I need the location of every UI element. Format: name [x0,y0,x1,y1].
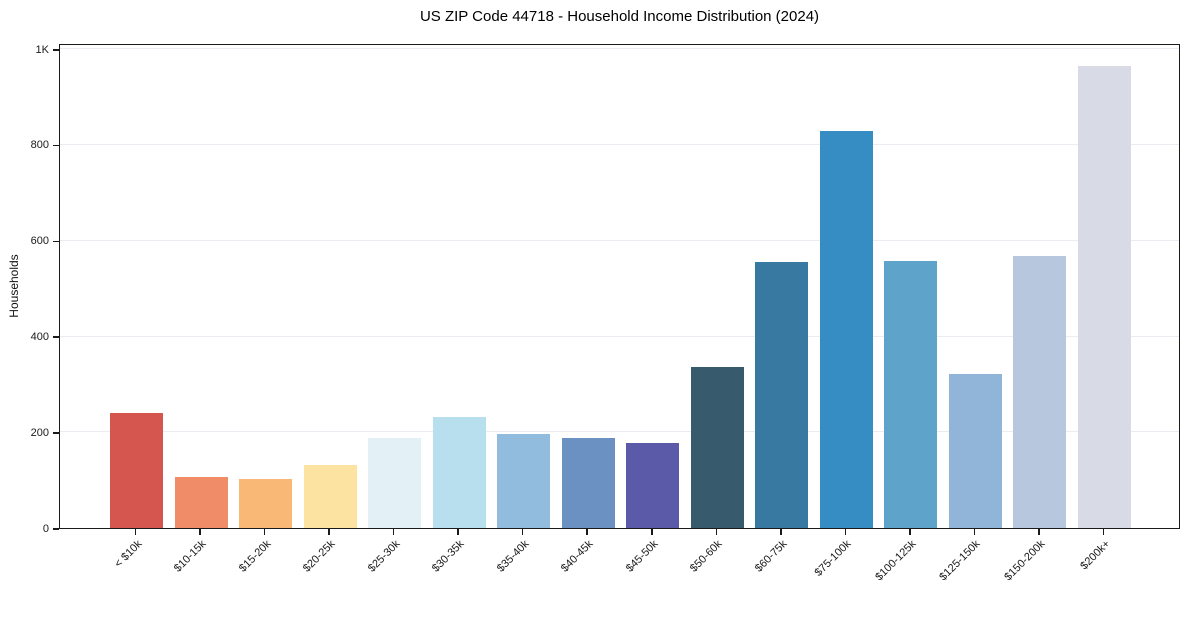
bar [1078,66,1131,528]
x-tick-mark [1038,529,1040,535]
x-tick-mark [392,529,395,535]
bar [303,465,357,528]
gridline [60,335,1179,337]
y-tick-label: 200 [30,426,49,439]
x-tick-mark [586,529,588,535]
bar [884,260,938,528]
x-tick-mark [715,529,718,535]
bar [626,443,680,528]
plot-area [59,44,1180,529]
y-tick-label: 800 [30,139,49,152]
x-tick-mark [263,529,266,535]
chart-title: US ZIP Code 44718 - Household Income Dis… [419,8,820,25]
y-tick-mark [53,240,59,243]
bar [239,479,293,528]
x-tick-mark [134,529,137,535]
x-tick-mark [1102,529,1105,535]
bar [948,374,1002,528]
x-tick-mark [909,529,911,535]
bar [368,438,422,528]
x-tick-mark [457,529,459,535]
y-tick-mark [53,144,59,147]
x-tick-mark [328,529,330,535]
gridline [60,431,1179,433]
y-tick-mark [53,49,59,51]
y-tick-label: 1K [35,43,49,56]
gridline [60,239,1179,241]
bar [755,261,809,528]
y-tick-mark [53,336,59,338]
y-tick-mark [53,528,59,530]
bar [1013,256,1067,528]
x-tick-mark [780,529,782,535]
x-tick-mark [199,529,201,535]
gridline [60,143,1179,145]
y-tick-label: 600 [30,235,49,248]
x-tick-mark [973,529,976,535]
bar [497,434,551,528]
figure: US ZIP Code 44718 - Household Income Dis… [7,8,1180,584]
y-tick-label: 0 [42,522,49,535]
bar [432,416,486,528]
bar [690,367,744,528]
x-tick-mark [844,529,847,535]
y-axis-label: Households [7,254,21,318]
y-tick-label: 400 [30,330,49,343]
gridline [60,48,1179,50]
bar [110,413,163,528]
x-tick-mark [521,529,524,535]
bar [561,438,615,528]
x-tick-mark [651,529,653,535]
bar [819,131,873,528]
y-tick-mark [53,432,59,434]
bar [174,477,228,528]
